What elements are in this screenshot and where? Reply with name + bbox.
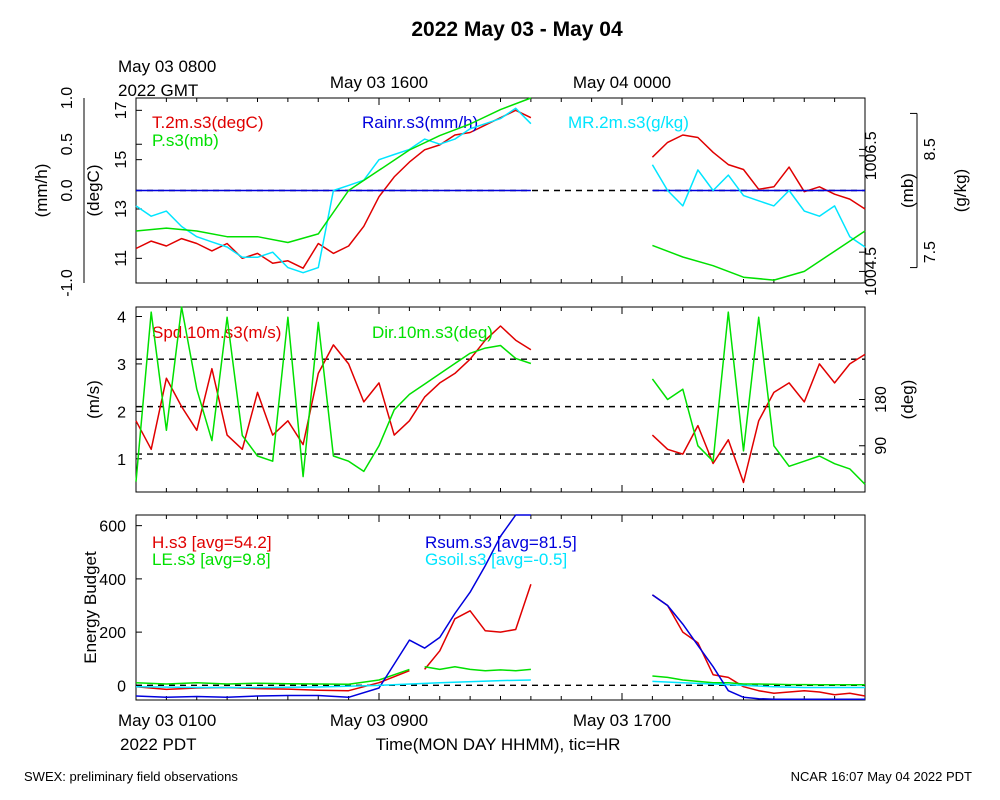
bottom-axis-tick-may-03-1700: May 03 1700 — [573, 711, 671, 730]
axis-label-bottom-main: Energy Budget — [81, 551, 100, 664]
tick-top-right_inner-1006-5: 1006.5 — [863, 131, 880, 180]
axis-label-top-left_outer: (mm/h) — [32, 164, 51, 218]
legend-mr-2m-s3-g-kg: MR.2m.s3(g/kg) — [568, 113, 689, 132]
legend-spd-10m-s3-m-s: Spd.10m.s3(m/s) — [152, 323, 281, 342]
axis-label-top-right_inner: (mb) — [898, 173, 917, 208]
series-line-h-s3-avg-54-2-seg-2 — [651, 594, 866, 697]
tick-top-right_inner-1004-5: 1004.5 — [863, 247, 880, 296]
chart-title: 2022 May 03 - May 04 — [411, 18, 623, 41]
axis-label-top-left_inner: (degC) — [84, 165, 103, 217]
legend-rainr-s3-mm-h: Rainr.s3(mm/h) — [362, 113, 478, 132]
legend-dir-10m-s3-deg: Dir.10m.s3(deg) — [372, 323, 493, 342]
tick-middle-left-4: 4 — [117, 309, 126, 326]
series-line-spd-10m-s3-m-s-seg-0 — [135, 325, 532, 451]
top-axis-zone-label: 2022 GMT — [118, 81, 198, 100]
series-line-p-s3-mb-seg-1 — [652, 230, 866, 281]
tick-middle-left-1: 1 — [117, 452, 126, 469]
tick-top-left_outer-1-0: 1.0 — [59, 87, 76, 109]
tick-bottom-main-600: 600 — [99, 519, 126, 536]
tick-middle-left-2: 2 — [117, 404, 126, 421]
tick-top-left_outer-1-0: -1.0 — [59, 269, 76, 297]
series-line-p-s3-mb-seg-0 — [135, 97, 532, 244]
legend-gsoil-s3-avg-0-5: Gsoil.s3 [avg=-0.5] — [425, 550, 567, 569]
tick-bottom-main-200: 200 — [99, 625, 126, 642]
panel-top: -1.0 0.0 0.5 1.0 (mm/h) 11 13 15 17 (degC) 1004.5 1… — [32, 87, 970, 297]
tick-bottom-main-0: 0 — [117, 678, 126, 695]
series-line-gsoil-s3-avg-0-5-seg-0 — [135, 679, 531, 689]
tick-top-left_inner-11: 11 — [113, 250, 130, 267]
legend-p-s3-mb: P.s3(mb) — [152, 131, 219, 150]
series-line-le-s3-avg-9-8-seg-1 — [424, 665, 531, 672]
top-axis-tick-may-03-0800: May 03 0800 — [118, 57, 216, 76]
tick-top-left_inner-13: 13 — [113, 200, 130, 218]
series-line-h-s3-avg-54-2-seg-0 — [135, 670, 410, 692]
bottom-axis-tick-may-03-0900: May 03 0900 — [330, 711, 428, 730]
series-line-gsoil-s3-avg-0-5-seg-1 — [652, 680, 865, 689]
tick-top-left_inner-17: 17 — [113, 101, 130, 119]
series-line-rsum-s3-avg-81-5-seg-1 — [651, 594, 865, 700]
axis-label-top-right_outer: (g/kg) — [951, 169, 970, 212]
tick-top-right_outer-8-5: 8.5 — [922, 138, 939, 160]
legend-t-2m-s3-degc: T.2m.s3(degC) — [152, 113, 263, 132]
legend-rsum-s3-avg-81-5: Rsum.s3 [avg=81.5] — [425, 533, 577, 552]
series-line-t-2m-s3-degc-seg-1 — [651, 134, 866, 210]
panel-middle: 1 2 3 4 (m/s) 90 180 (deg) Spd.10m.s3(m/s) Dir.10… — [84, 306, 917, 492]
series-line-mr-2m-s3-g-kg-seg-1 — [651, 164, 866, 248]
series-line-dir-10m-s3-deg-seg-0 — [135, 306, 532, 482]
tick-top-left_inner-15: 15 — [113, 151, 130, 169]
series-line-le-s3-avg-9-8-seg-0 — [135, 668, 410, 686]
footer-left-note: SWEX: preliminary field observations — [24, 769, 238, 784]
series-line-rsum-s3-avg-81-5-seg-0 — [135, 514, 531, 699]
bottom-axis-tick-may-03-0100: May 03 0100 — [118, 711, 216, 730]
footer-right-note: NCAR 16:07 May 04 2022 PDT — [791, 769, 972, 784]
axis-label-middle-right: (deg) — [898, 380, 917, 420]
series-line-spd-10m-s3-m-s-seg-1 — [651, 353, 866, 484]
tick-middle-left-3: 3 — [117, 357, 126, 374]
tick-top-left_outer-0-5: 0.5 — [59, 133, 76, 155]
x-axis-label: Time(MON DAY HHMM), tic=HR — [376, 735, 621, 754]
series-line-dir-10m-s3-deg-seg-1 — [651, 311, 866, 485]
legend-h-s3-avg-54-2: H.s3 [avg=54.2] — [152, 533, 272, 552]
legend-le-s3-avg-9-8: LE.s3 [avg=9.8] — [152, 550, 271, 569]
series-line-mr-2m-s3-g-kg-seg-0 — [135, 107, 532, 274]
series-line-le-s3-avg-9-8-seg-2 — [652, 675, 865, 686]
bottom-axis-zone-label: 2022 PDT — [120, 735, 197, 754]
series-line-t-2m-s3-degc-seg-0 — [135, 109, 532, 269]
top-axis-tick-labels: May 03 0800 May 03 1600 May 04 0000 — [118, 57, 671, 92]
top-axis-tick-may-03-1600: May 03 1600 — [330, 73, 428, 92]
series-line-h-s3-avg-54-2-seg-1 — [424, 583, 532, 670]
tick-middle-right-90: 90 — [873, 437, 890, 455]
tick-top-right_outer-7-5: 7.5 — [922, 241, 939, 263]
panel-bottom: 0 200 400 600 Energy Budget H.s3 [avg=54.2]LE… — [81, 514, 866, 700]
axis-label-middle-left: (m/s) — [84, 380, 103, 419]
tick-bottom-main-400: 400 — [99, 572, 126, 589]
bottom-axis-tick-labels: May 03 0100 May 03 0900 May 03 1700 — [118, 711, 671, 730]
tick-top-left_outer-0-0: 0.0 — [59, 179, 76, 201]
top-axis-tick-may-04-0000: May 04 0000 — [573, 73, 671, 92]
tick-middle-right-180: 180 — [873, 386, 890, 413]
